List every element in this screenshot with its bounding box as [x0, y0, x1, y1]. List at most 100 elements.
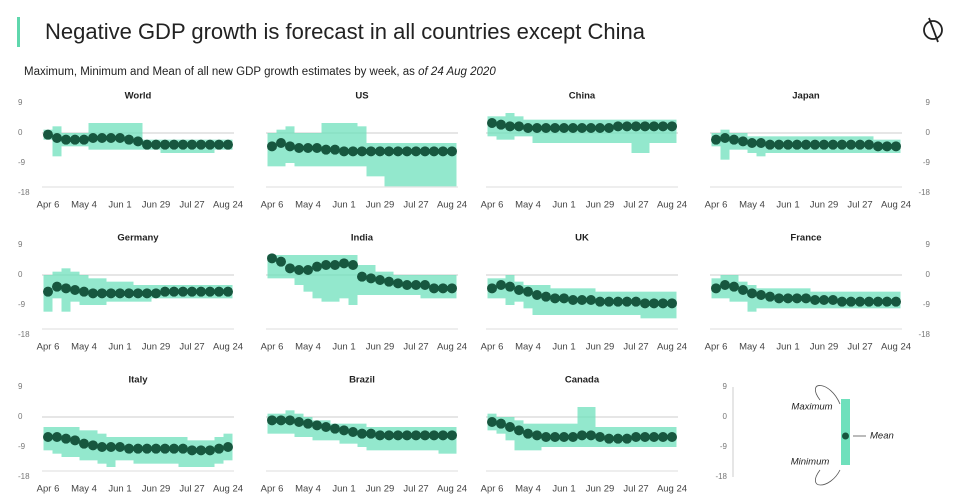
mean-dot — [393, 146, 403, 157]
mean-dot — [124, 288, 134, 299]
mean-dot — [79, 438, 89, 449]
y-tick-label: 9 — [723, 382, 728, 391]
panel-title: Germany — [117, 233, 159, 244]
mean-dot — [882, 296, 892, 307]
range-bar — [640, 119, 650, 153]
x-tick-label: Jun 29 — [586, 484, 615, 495]
x-tick-label: Apr 6 — [261, 484, 284, 495]
x-tick-label: Apr 6 — [261, 200, 284, 211]
panel-title: US — [355, 91, 368, 102]
mean-dot — [550, 293, 560, 304]
x-tick-label: Jul 27 — [179, 342, 204, 353]
mean-dot — [70, 285, 80, 295]
range-bar — [523, 285, 533, 309]
mean-dot — [366, 146, 376, 157]
x-tick-label: May 4 — [739, 200, 765, 211]
mean-dot — [70, 435, 80, 446]
mean-dot — [729, 134, 739, 145]
mean-dot — [514, 121, 524, 132]
mean-dot — [384, 146, 394, 157]
mean-dot — [169, 286, 179, 297]
x-tick-label: Jul 27 — [847, 342, 872, 353]
x-tick-label: Jun 1 — [776, 342, 799, 353]
legend-mean-label: Mean — [870, 431, 894, 442]
mean-dot — [774, 293, 784, 304]
y-tick-label: 9 — [926, 240, 931, 249]
mean-dot — [348, 146, 358, 157]
x-tick-label: May 4 — [71, 484, 97, 495]
mean-dot — [438, 146, 448, 157]
x-tick-label: Aug 24 — [213, 484, 243, 495]
mean-dot — [658, 432, 668, 442]
mean-dot — [765, 291, 775, 302]
mean-dot — [321, 260, 331, 270]
y-tick-label: -18 — [18, 330, 30, 339]
mean-dot — [550, 432, 560, 442]
mean-dot — [541, 123, 551, 133]
panel-title: China — [569, 91, 596, 102]
x-tick-label: Apr 6 — [481, 200, 504, 211]
x-tick-label: Jul 27 — [403, 200, 428, 211]
mean-dot — [541, 291, 551, 302]
mean-dot — [523, 286, 533, 297]
mean-dot — [43, 432, 53, 442]
mean-dot — [133, 136, 143, 147]
legend-range — [841, 399, 850, 465]
x-tick-label: Jun 29 — [366, 200, 395, 211]
mean-dot — [402, 280, 412, 290]
mean-dot — [214, 443, 224, 454]
range-bar — [366, 143, 376, 177]
mean-dot — [133, 288, 143, 299]
mean-dot — [756, 138, 766, 148]
mean-dot — [276, 138, 286, 148]
range-bar — [276, 255, 286, 279]
mean-dot — [43, 286, 53, 297]
mean-dot — [205, 286, 215, 297]
mean-dot — [586, 295, 596, 305]
mean-dot — [631, 296, 641, 307]
mean-dot — [846, 296, 856, 307]
x-tick-label: May 4 — [71, 342, 97, 353]
y-tick-label: 0 — [723, 412, 728, 421]
mean-dot — [792, 139, 802, 150]
mean-dot — [828, 139, 838, 150]
mean-dot — [160, 443, 170, 454]
mean-dot — [312, 420, 322, 431]
x-tick-label: Apr 6 — [37, 200, 60, 211]
range-bar — [586, 407, 596, 447]
mean-dot — [595, 432, 605, 442]
mean-dot — [330, 423, 340, 434]
mean-dot — [375, 275, 385, 285]
x-tick-label: Jun 29 — [810, 200, 839, 211]
mean-dot — [321, 422, 331, 432]
mean-dot — [61, 283, 71, 294]
x-tick-label: Jun 29 — [810, 342, 839, 353]
mean-dot — [559, 432, 569, 442]
mean-dot — [88, 288, 98, 299]
mean-dot — [640, 298, 650, 309]
chart-title: Negative GDP growth is forecast in all c… — [45, 19, 646, 44]
x-tick-label: May 4 — [515, 200, 541, 211]
mean-dot — [559, 293, 569, 304]
x-tick-label: Jun 1 — [552, 200, 575, 211]
mean-dot — [205, 139, 215, 150]
y-tick-label: 9 — [926, 98, 931, 107]
x-tick-label: Jul 27 — [623, 342, 648, 353]
mean-dot — [819, 295, 829, 305]
range-bar — [330, 255, 340, 302]
mean-dot — [604, 296, 614, 307]
mean-dot — [52, 432, 62, 442]
mean-dot — [106, 133, 116, 143]
mean-dot — [586, 430, 596, 441]
mean-dot — [178, 286, 188, 297]
mean-dot — [294, 143, 304, 153]
mean-dot — [819, 139, 829, 150]
x-tick-label: Jun 1 — [108, 200, 131, 211]
y-tick-label: -9 — [923, 158, 931, 167]
range-bar — [330, 123, 340, 167]
mean-dot — [285, 263, 295, 274]
mean-dot — [577, 430, 587, 441]
mean-dot — [738, 285, 748, 295]
mean-dot — [855, 139, 865, 150]
